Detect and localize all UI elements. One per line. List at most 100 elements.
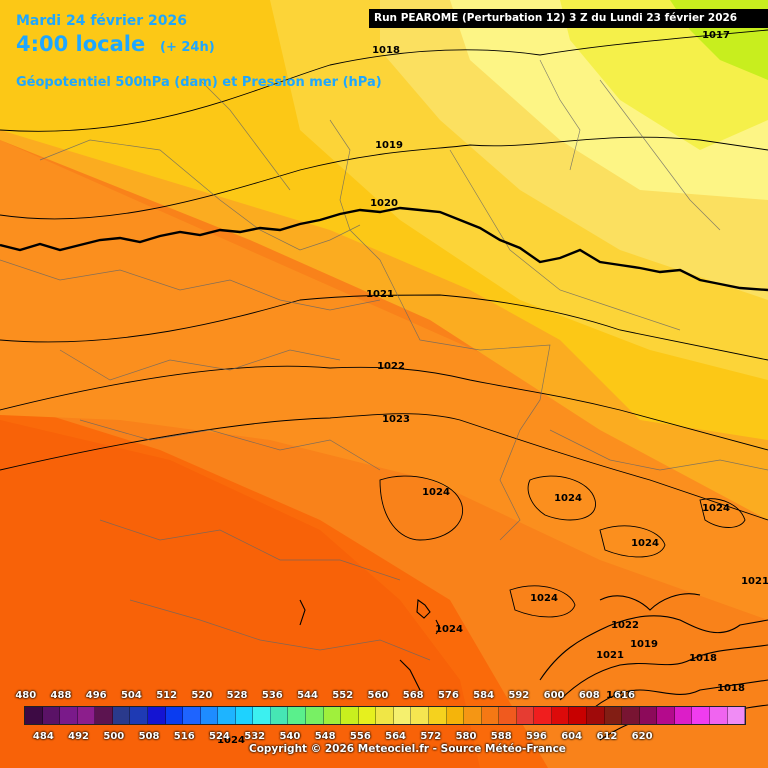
legend-tick-label: 524 [209,731,230,742]
isobar-label: 1024 [530,593,558,604]
isobar-label: 1024 [435,624,463,635]
legend-tick-label: 488 [50,690,72,701]
legend-tick-label: 484 [32,731,54,742]
legend-tick-label: 608 [578,690,600,701]
copyright-text: Copyright © 2026 Meteociel.fr - Source M… [249,743,566,755]
legend-tick-label: 552 [332,690,354,701]
isobar-label: 1019 [375,140,403,151]
legend-swatch [551,707,570,724]
isobar-label: 1021 [366,289,394,300]
legend-swatch [709,707,728,724]
isobar-label: 1023 [382,414,410,425]
isobar-label: 1024 [702,503,730,514]
isobar-label: 1021 [596,650,624,661]
legend-tick-label: 496 [85,690,107,701]
legend-swatch [692,707,710,724]
legend-tick-label: 592 [508,690,530,701]
legend-tick-label: 604 [561,731,583,742]
legend-tick-label: 480 [15,690,37,701]
legend-tick-label: 588 [490,731,512,742]
legend-swatch [253,707,271,724]
legend-swatch [534,707,552,724]
legend-swatch [657,707,675,724]
legend-swatch [516,707,535,724]
isobar-label: 1018 [717,683,745,694]
legend-tick-label: 536 [261,690,283,701]
legend-tick-label: 520 [191,690,213,701]
legend-swatch [95,707,113,724]
legend-tick-label: 556 [349,731,371,742]
legend-swatch [270,707,289,724]
legend-swatch [727,707,746,724]
legend-tick-label: 532 [244,731,266,742]
legend-tick-label: 612 [596,731,618,742]
legend-swatch [464,707,482,724]
legend-tick-label: 560 [367,690,389,701]
legend-tick-label: 600 [543,690,565,701]
legend-tick-label: 540 [279,731,301,742]
legend-swatch [393,707,412,724]
isobar-label: 1020 [370,198,398,209]
legend-tick-label: 620 [631,731,653,742]
legend-swatch [587,707,605,724]
legend-tick-label: 508 [138,731,160,742]
legend-swatch [358,707,377,724]
legend-swatch [481,707,500,724]
legend-tick-label: 528 [226,690,248,701]
legend-swatch [288,707,306,724]
legend-swatch [639,707,658,724]
legend-tick-label: 568 [402,690,424,701]
legend-tick-label: 564 [385,731,406,742]
isobar-label: 1020 [606,690,634,701]
forecast-lead: (+ 24h) [160,40,215,55]
run-info-bar: Run PEAROME (Perturbation 12) 3 Z du Lun… [369,9,768,28]
legend-tick-label: 572 [420,731,442,742]
isobar-label: 1022 [377,361,405,372]
legend-swatch [376,707,394,724]
legend-bottom-ticks: 484 492 500 508 516 524 532 540 548 556 564 572 580 5… [0,731,768,745]
legend-top-ticks: 480 488 496 504 512 520 528 536 544 552 560 568 576 5… [0,690,768,704]
legend-swatch [323,707,342,724]
legend-swatch [306,707,324,724]
forecast-date: Mardi 24 février 2026 [16,13,187,29]
isobar-label: 1024 [631,538,659,549]
isobar-label: 1018 [689,653,717,664]
legend-swatch [60,707,78,724]
legend-swatch [42,707,61,724]
legend-swatch [147,707,166,724]
legend-tick-label: 516 [173,731,195,742]
legend-swatch [674,707,693,724]
legend-tick-label: 616 [614,690,635,701]
legend-swatch [112,707,131,724]
borders [0,59,768,661]
legend-swatch [622,707,640,724]
isobar-label: 1019 [630,639,658,650]
legend-swatch [77,707,96,724]
legend-swatch [165,707,184,724]
legend-swatch [446,707,465,724]
forecast-time: 4:00 locale [16,32,146,56]
legend-swatch [604,707,623,724]
isobar-1020-thick [0,206,768,292]
legend-swatch [235,707,254,724]
legend-swatch [130,707,148,724]
color-scale-legend [24,706,746,725]
legend-tick-label: 584 [473,690,495,701]
legend-swatch [499,707,517,724]
legend-tick-label: 544 [297,690,318,701]
legend-swatch [341,707,359,724]
field-title: Géopotentiel 500hPa (dam) et Pression me… [16,75,382,90]
legend-swatch [25,707,43,724]
legend-tick-label: 576 [437,690,459,701]
legend-swatch [200,707,219,724]
legend-swatch [428,707,447,724]
legend-tick-label: 548 [314,731,336,742]
isobar-label: 1022 [611,620,639,631]
isobar-label: 1021 [741,576,768,587]
band-564-orange [0,140,768,620]
legend-tick-label: 492 [68,731,90,742]
legend-tick-label: 512 [156,690,178,701]
isobar-label: 1024 [217,735,245,746]
